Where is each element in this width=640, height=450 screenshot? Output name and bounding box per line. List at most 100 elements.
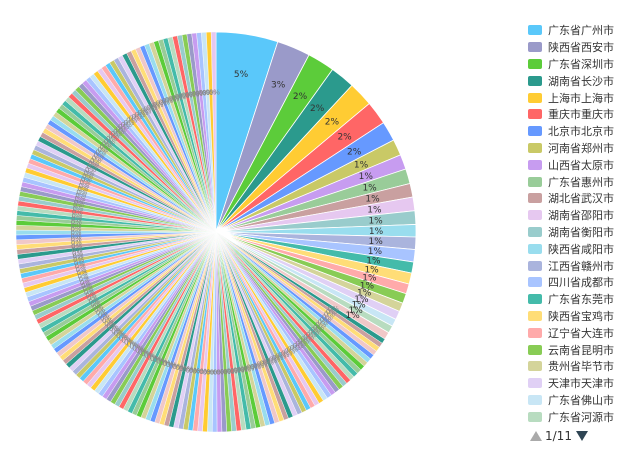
legend-item[interactable]: 河南省郑州市 — [528, 140, 636, 157]
legend-label: 贵州省毕节市 — [548, 360, 614, 374]
slice-label: 0% — [324, 311, 335, 319]
label-line — [308, 341, 342, 381]
slice-label: 0% — [227, 368, 238, 376]
slice-label: 0% — [287, 346, 298, 354]
label-line — [171, 43, 184, 92]
label-line — [98, 76, 130, 118]
label-line — [29, 270, 78, 285]
legend-item[interactable]: 四川省成都市 — [528, 274, 636, 291]
legend-label: 广东省河源市 — [548, 410, 614, 424]
slice-label: 0% — [311, 326, 322, 334]
slice-label: 0% — [326, 308, 337, 316]
label-line — [208, 38, 211, 89]
legend-item[interactable]: 辽宁省大连市 — [528, 324, 636, 341]
label-line — [139, 53, 160, 100]
slice-label: 1% — [346, 311, 361, 321]
legend-item[interactable]: 山西省太原市 — [528, 156, 636, 173]
label-line — [321, 329, 359, 365]
label-line — [107, 351, 136, 394]
legend: 广东省广州市 陕西省西安市 广东省深圳市 湖南省长沙市 上海市上海市 重庆市重庆市 北京市北… — [528, 22, 636, 426]
pie-slice[interactable] — [210, 31, 217, 233]
legend-label: 湖南省衡阳市 — [548, 225, 614, 239]
slice-label: 0% — [113, 128, 124, 136]
legend-item[interactable]: 广东省汕头市 — [528, 425, 636, 426]
slice-label: 0% — [178, 92, 189, 100]
label-line — [24, 253, 74, 262]
legend-prev-page-icon[interactable] — [530, 431, 542, 441]
label-line — [118, 63, 145, 108]
label-line — [232, 374, 239, 425]
label-line — [326, 324, 365, 358]
legend-label: 北京市北京市 — [548, 125, 614, 139]
label-line — [288, 356, 315, 400]
slice-label: 0% — [129, 343, 140, 351]
label-line — [34, 162, 82, 182]
legend-item[interactable]: 贵州省毕节市 — [528, 358, 636, 375]
legend-item[interactable]: 云南省昆明市 — [528, 341, 636, 358]
slice-label: 1% — [368, 247, 383, 257]
label-line — [65, 109, 105, 142]
slice-label: 0% — [179, 365, 190, 373]
legend-item[interactable]: 江西省赣州市 — [528, 257, 636, 274]
label-line — [305, 344, 338, 384]
legend-label: 广东省深圳市 — [548, 57, 614, 71]
slice-label: 0% — [88, 160, 99, 168]
legend-item[interactable]: 湖南省长沙市 — [528, 72, 636, 89]
slice-label: 0% — [96, 309, 107, 317]
legend-item[interactable]: 北京市北京市 — [528, 123, 636, 140]
slice-label: 0% — [74, 259, 85, 267]
label-line — [49, 305, 93, 332]
legend-pager: 1/11 — [530, 429, 588, 443]
slice-label: 0% — [281, 349, 292, 357]
legend-item[interactable]: 广东省东莞市 — [528, 291, 636, 308]
slice-label: 0% — [284, 348, 295, 356]
slice-label: 0% — [90, 157, 101, 165]
legend-item[interactable]: 湖北省武汉市 — [528, 190, 636, 207]
legend-item[interactable]: 广东省惠州市 — [528, 173, 636, 190]
slice-label: 2% — [325, 118, 340, 128]
label-line — [256, 370, 271, 419]
legend-label: 陕西省咸阳市 — [548, 242, 614, 256]
slice-label: 0% — [162, 97, 173, 105]
slice-label: 0% — [82, 172, 93, 180]
slice-label: 0% — [87, 294, 98, 302]
legend-item[interactable]: 广东省深圳市 — [528, 56, 636, 73]
legend-item[interactable]: 天津市天津市 — [528, 375, 636, 392]
label-line — [272, 364, 294, 411]
label-line — [42, 145, 88, 169]
legend-item[interactable]: 上海市上海市 — [528, 89, 636, 106]
legend-item[interactable]: 湖南省邵阳市 — [528, 207, 636, 224]
legend-item[interactable]: 广东省广州市 — [528, 22, 636, 39]
legend-item[interactable]: 重庆市重庆市 — [528, 106, 636, 123]
label-line — [27, 266, 77, 280]
slice-label: 0% — [196, 368, 207, 376]
legend-item[interactable]: 广东省佛山市 — [528, 392, 636, 409]
slice-label: 0% — [132, 345, 143, 353]
slice-label: 0% — [79, 276, 90, 284]
slice-label: 0% — [209, 369, 220, 377]
legend-item[interactable]: 湖南省衡阳市 — [528, 224, 636, 241]
slice-label: 0% — [301, 336, 312, 344]
label-line — [34, 283, 82, 303]
legend-next-page-icon[interactable] — [575, 431, 588, 441]
legend-item[interactable]: 陕西省咸阳市 — [528, 240, 636, 257]
legend-swatch — [528, 226, 542, 237]
slice-label: 0% — [202, 89, 213, 97]
legend-item[interactable]: 广东省河源市 — [528, 408, 636, 425]
slice-label: 2% — [337, 133, 352, 143]
label-line — [185, 40, 194, 90]
slice-label: 0% — [230, 367, 241, 375]
slice-label: 0% — [185, 91, 196, 99]
legend-item[interactable]: 陕西省西安市 — [528, 39, 636, 56]
slice-label: 0% — [308, 329, 319, 337]
slice-label: 0% — [298, 338, 309, 346]
slice-label: 0% — [73, 253, 84, 261]
label-line — [119, 356, 145, 401]
slice-label: 0% — [75, 263, 86, 271]
label-line — [252, 371, 267, 420]
label-line — [84, 89, 119, 127]
slice-label: 0% — [293, 342, 304, 350]
label-line — [92, 342, 125, 382]
slice-label: 0% — [186, 366, 197, 374]
legend-item[interactable]: 陕西省宝鸡市 — [528, 308, 636, 325]
